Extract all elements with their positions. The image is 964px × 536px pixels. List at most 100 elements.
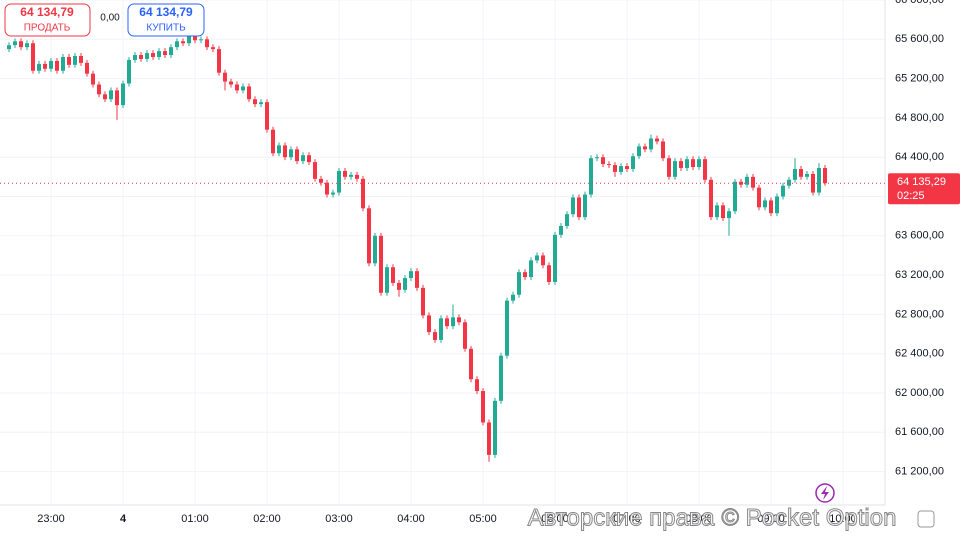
candle-body (679, 161, 683, 169)
candle-body (589, 158, 593, 195)
spread: 0,00 (100, 13, 120, 24)
last-price-box (888, 173, 960, 205)
candle-body (511, 294, 515, 301)
x-tick-label: 10:00 (829, 513, 857, 525)
y-tick-label: 61 200,00 (895, 466, 944, 478)
candle-body (31, 43, 35, 71)
candle-body (649, 138, 653, 150)
candle-body (67, 56, 71, 65)
candle-body (577, 197, 581, 218)
x-tick-label: 03:00 (325, 513, 353, 525)
candle-body (691, 159, 695, 168)
candle-body (667, 158, 671, 177)
candle-body (781, 185, 785, 197)
candle-body (499, 355, 503, 401)
candle-body (733, 181, 737, 212)
candle-body (127, 59, 131, 84)
candle-body (409, 271, 413, 279)
candle-body (619, 166, 623, 172)
candle-body (523, 272, 527, 278)
candle-body (49, 60, 53, 69)
y-tick-label: 63 200,00 (895, 269, 944, 281)
candle-body (595, 157, 599, 159)
y-tick-label: 62 800,00 (895, 308, 944, 320)
candle-body (43, 63, 47, 69)
candle-body (565, 214, 569, 226)
candle-body (121, 83, 125, 106)
candle-body (427, 315, 431, 333)
x-tick-label: 01:00 (181, 513, 209, 525)
candle-body (337, 170, 341, 193)
candle-body (613, 165, 617, 172)
candle-body (19, 41, 23, 48)
candle-body (115, 90, 119, 106)
x-tick-label: 04:00 (397, 513, 425, 525)
candle-body (37, 63, 41, 71)
buy-button[interactable] (127, 3, 205, 37)
candle-body (775, 196, 779, 214)
candle-body (73, 56, 77, 65)
countdown: 02:25 (897, 190, 925, 202)
candle-body (457, 317, 461, 323)
candle-body (349, 174, 353, 177)
candle-body (187, 36, 191, 44)
candle-body (583, 194, 587, 218)
candle-body (343, 170, 347, 177)
candle-body (163, 51, 167, 56)
candle-body (469, 348, 473, 380)
candle-body (655, 138, 659, 142)
candle-body (247, 86, 251, 100)
candle-body (607, 164, 611, 166)
candle-body (169, 47, 173, 56)
candle-body (763, 200, 767, 208)
candle-body (559, 225, 563, 235)
x-tick-label: 4 (120, 513, 127, 525)
y-tick-label: 62 000,00 (895, 387, 944, 399)
x-tick-label: 02:00 (253, 513, 281, 525)
candle-body (487, 422, 491, 455)
y-tick-label: 64 400,00 (895, 151, 944, 163)
settings-button[interactable] (917, 510, 935, 528)
candle-body (703, 159, 707, 180)
candle-body (433, 332, 437, 340)
candle-body (799, 168, 803, 177)
candle-body (421, 287, 425, 316)
candle-body (379, 235, 383, 293)
candle-body (199, 39, 203, 41)
candle-body (313, 162, 317, 179)
candle-body (373, 235, 377, 264)
candle-body (415, 271, 419, 288)
y-tick-label: 65 200,00 (895, 73, 944, 85)
candle-body (601, 157, 605, 165)
candle-body (481, 391, 485, 423)
y-tick-label: 65 600,00 (895, 33, 944, 45)
candle-body (439, 318, 443, 340)
candle-body (475, 379, 479, 392)
candle-body (391, 267, 395, 283)
candle-body (697, 159, 701, 168)
candle-body (571, 197, 575, 215)
x-tick-label: 08:00 (685, 513, 713, 525)
candle-body (85, 62, 89, 74)
candle-body (211, 47, 215, 50)
candle-body (13, 41, 17, 46)
candle-body (529, 260, 533, 278)
candle-body (745, 176, 749, 185)
candle-body (7, 45, 11, 50)
y-tick-label: 64 800,00 (895, 112, 944, 124)
candle-body (283, 145, 287, 158)
candle-body (367, 208, 371, 264)
axes: 61 200,00 61 600,00 62 000,00 62 400,00 62 8… (0, 0, 960, 525)
sell-button[interactable] (4, 3, 91, 37)
candle-body (331, 192, 335, 195)
candle-body (355, 174, 359, 179)
candle-body (145, 53, 149, 59)
candle-body (133, 55, 137, 60)
candle-body (793, 168, 797, 180)
candle-body (805, 173, 809, 177)
candle-body (823, 168, 827, 184)
candle-body (505, 300, 509, 356)
y-tick-label: 61 600,00 (895, 426, 944, 438)
candle-body (259, 102, 263, 105)
